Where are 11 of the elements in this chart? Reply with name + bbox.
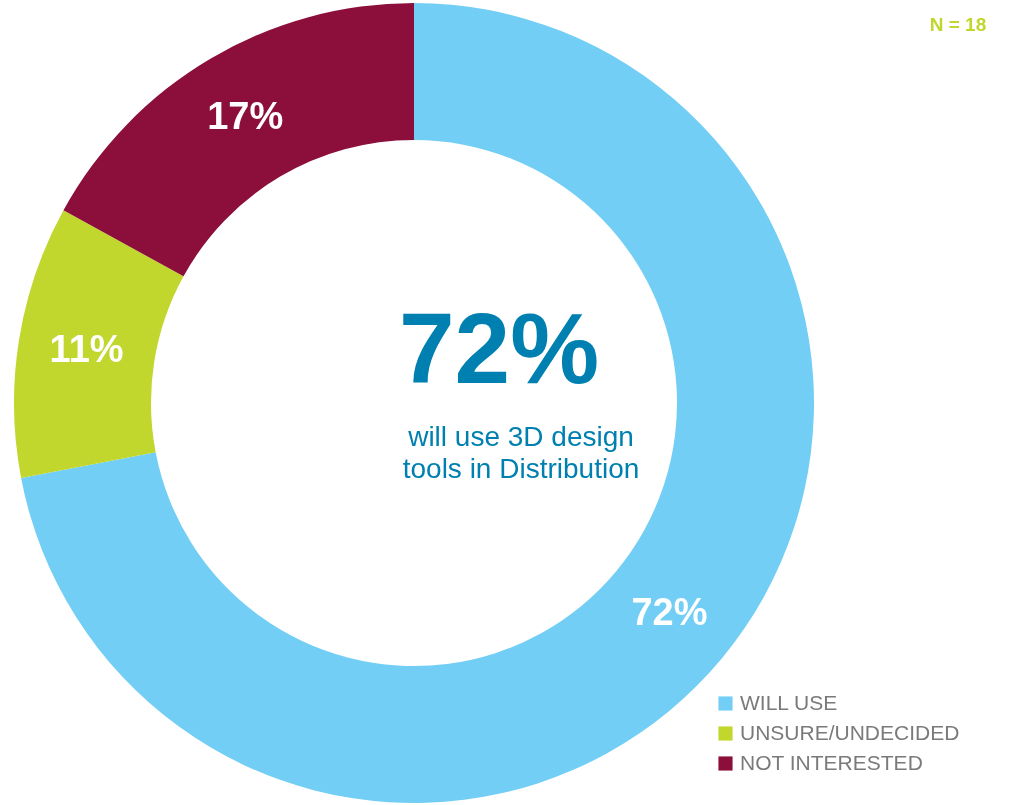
data-label: 11% [49, 328, 124, 371]
text: 72% [398, 292, 600, 404]
data-label: 17% [207, 94, 284, 137]
text: N = 18 [929, 14, 987, 35]
legend-label: NOT INTERESTED [740, 750, 923, 774]
donut-slice [63, 3, 414, 277]
legend-label: UNSURE/UNDECIDED [740, 720, 960, 744]
text: will use 3D design tools in Distribution [402, 421, 640, 485]
data-label: 72% [631, 591, 708, 634]
donut-slice [14, 210, 184, 478]
legend-label: WILL USE [740, 690, 838, 714]
